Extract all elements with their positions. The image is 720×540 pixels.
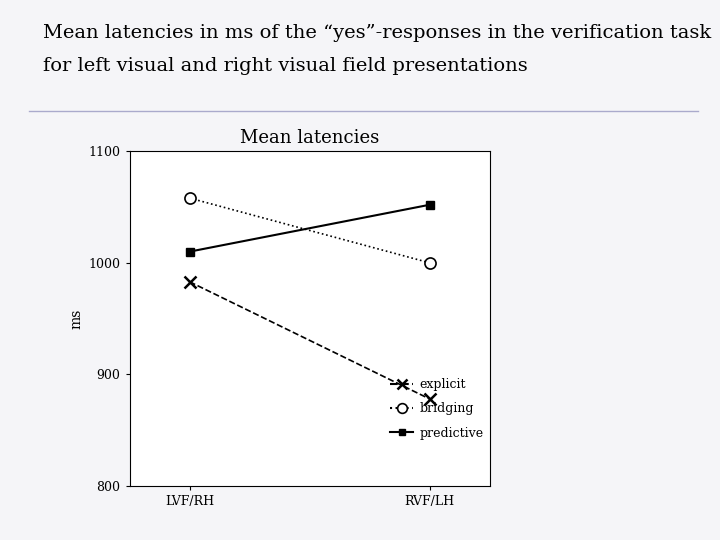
Title: Mean latencies: Mean latencies — [240, 129, 379, 147]
Text: Mean latencies in ms of the “yes”-responses in the verification task: Mean latencies in ms of the “yes”-respon… — [43, 24, 711, 42]
Y-axis label: ms: ms — [69, 308, 83, 329]
Legend: explicit, bridging, predictive: explicit, bridging, predictive — [390, 378, 483, 440]
Text: for left visual and right visual field presentations: for left visual and right visual field p… — [43, 57, 528, 75]
